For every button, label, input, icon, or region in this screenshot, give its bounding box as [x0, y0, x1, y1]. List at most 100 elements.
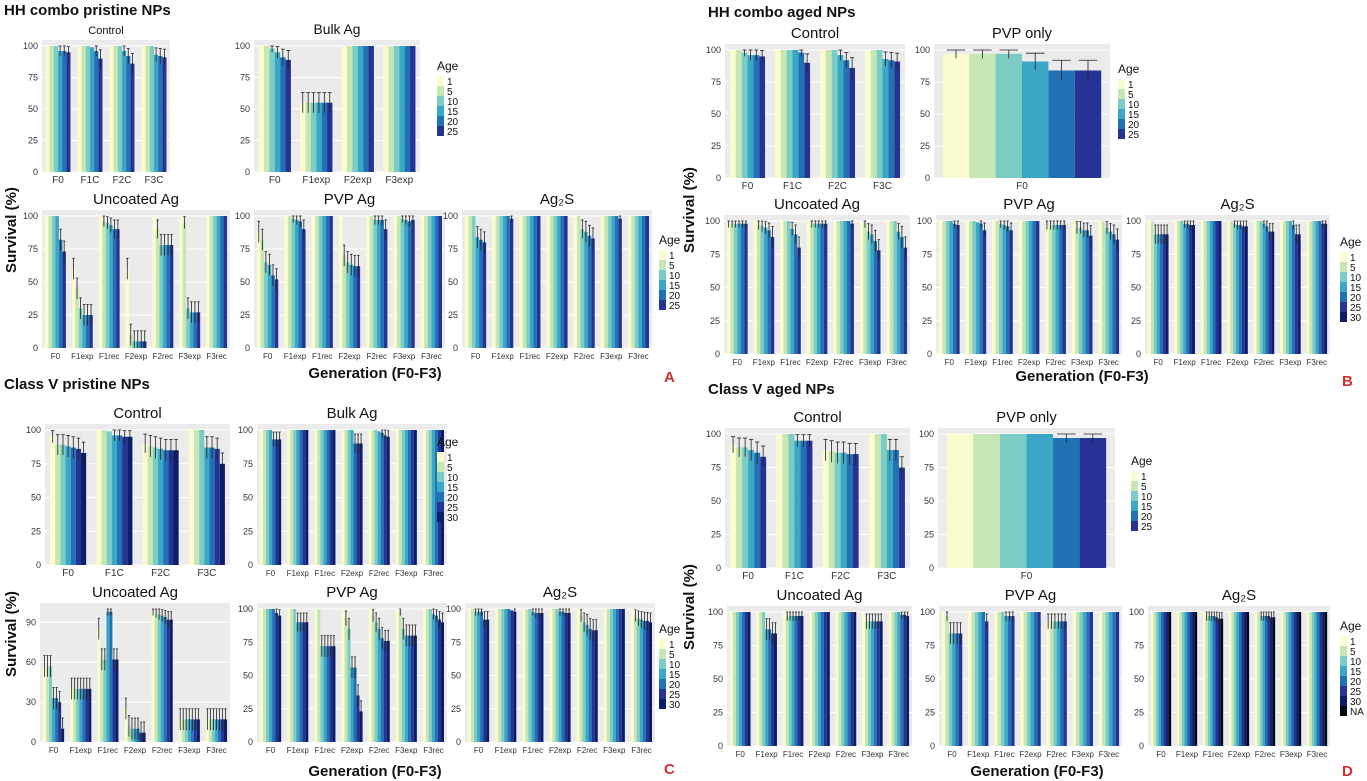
bar — [206, 216, 210, 348]
bar — [1026, 434, 1054, 568]
y-tick-label: 25 — [240, 310, 250, 320]
x-tick-label: F3rec — [628, 352, 648, 361]
x-tick-label: F1rec — [1203, 750, 1223, 759]
bar — [804, 62, 811, 178]
bar — [1253, 221, 1257, 354]
bar — [66, 52, 71, 172]
x-tick-label: F1exp — [1174, 358, 1197, 367]
bar — [1233, 612, 1237, 746]
bar — [158, 448, 164, 565]
legend-title: Age — [659, 233, 681, 247]
bar — [431, 216, 435, 348]
bar — [840, 221, 844, 354]
bar — [621, 609, 625, 742]
x-tick-label: F1exp — [287, 569, 310, 578]
bar — [1319, 612, 1323, 746]
x-tick-label: F0 — [736, 750, 746, 759]
legend-swatch — [1131, 481, 1138, 491]
x-tick-label: F2rec — [369, 569, 389, 578]
bar — [422, 430, 426, 565]
panel-A_pvp: PVP Ag 0 25 50 75 100 F0 F1exp F1rec F2exp F2rec F3… — [235, 191, 445, 361]
bar — [958, 633, 963, 746]
bar — [346, 46, 353, 172]
bar — [978, 612, 982, 746]
bar — [633, 615, 637, 742]
bar — [310, 102, 317, 172]
bar — [420, 216, 425, 348]
bar — [730, 444, 737, 568]
bar — [1082, 612, 1087, 746]
legend-label: 10 — [669, 660, 681, 671]
bar — [1227, 221, 1231, 354]
bar — [75, 448, 82, 565]
panel-letter-d: D — [1342, 763, 1353, 780]
bar — [1291, 224, 1295, 354]
y-tick-label: 0 — [930, 741, 935, 751]
bar — [1314, 612, 1317, 746]
bar — [115, 659, 119, 742]
y-tick-label: 25 — [925, 708, 935, 718]
bar — [278, 615, 282, 742]
x-tick-label: F2rec — [369, 746, 389, 755]
y-tick-label: 100 — [920, 607, 935, 617]
bar — [969, 53, 996, 179]
bar — [317, 609, 321, 742]
legend-swatch — [1340, 646, 1347, 656]
bar — [89, 315, 93, 348]
bar — [383, 46, 389, 172]
x-tick-label: F0 — [266, 746, 276, 755]
bar — [321, 102, 328, 172]
legend-label: 15 — [669, 281, 681, 292]
x-tick-label: F1rec — [994, 750, 1014, 759]
bar — [293, 430, 297, 565]
bar — [98, 58, 103, 172]
y-tick-label: 0 — [718, 741, 723, 751]
bar — [223, 216, 228, 348]
bar — [1022, 221, 1026, 354]
bar — [152, 447, 159, 565]
panel-C_pvp: PVP Ag 0 25 50 75 100 F0 F1exp F1rec F2exp F2rec F3… — [238, 584, 447, 755]
bar — [272, 439, 276, 565]
legend-swatch — [659, 699, 666, 709]
bar — [956, 224, 960, 354]
bar — [70, 447, 76, 565]
y-tick-label: 100 — [706, 429, 721, 439]
bar — [483, 619, 487, 742]
bar — [876, 621, 880, 746]
bar — [614, 216, 619, 348]
bar — [1027, 612, 1031, 746]
bar — [467, 609, 472, 742]
bar — [576, 609, 580, 742]
x-tick-label: F3rec — [1307, 358, 1327, 367]
y-tick-label: 75 — [1134, 641, 1144, 651]
bar — [1085, 230, 1090, 354]
y-tick-label: 25 — [711, 530, 721, 540]
bar — [1262, 616, 1265, 746]
bar — [434, 430, 438, 565]
panel-title: Control — [791, 25, 839, 42]
x-tick-label: F0 — [49, 746, 59, 755]
bar — [893, 221, 897, 354]
bar — [260, 239, 265, 348]
bar — [549, 609, 553, 742]
bar — [798, 52, 805, 179]
bar — [834, 452, 841, 568]
bar — [1166, 612, 1169, 746]
panel-title: Control — [88, 25, 123, 37]
bar — [1238, 224, 1242, 354]
bar — [828, 451, 835, 568]
y-tick-label: 50 — [240, 104, 250, 114]
bar — [169, 245, 174, 348]
bar — [79, 688, 83, 742]
x-tick-label: F3exp — [395, 569, 418, 578]
y-tick-label: 100 — [26, 425, 41, 435]
bar — [1108, 612, 1113, 746]
bar — [323, 646, 327, 742]
bar — [849, 67, 856, 178]
legend-swatch — [659, 639, 666, 649]
bar — [1254, 612, 1258, 746]
legend-swatch — [437, 482, 444, 492]
x-tick-label: F3exp — [603, 746, 626, 755]
y-tick-label: 75 — [922, 249, 932, 259]
bar — [42, 666, 47, 742]
